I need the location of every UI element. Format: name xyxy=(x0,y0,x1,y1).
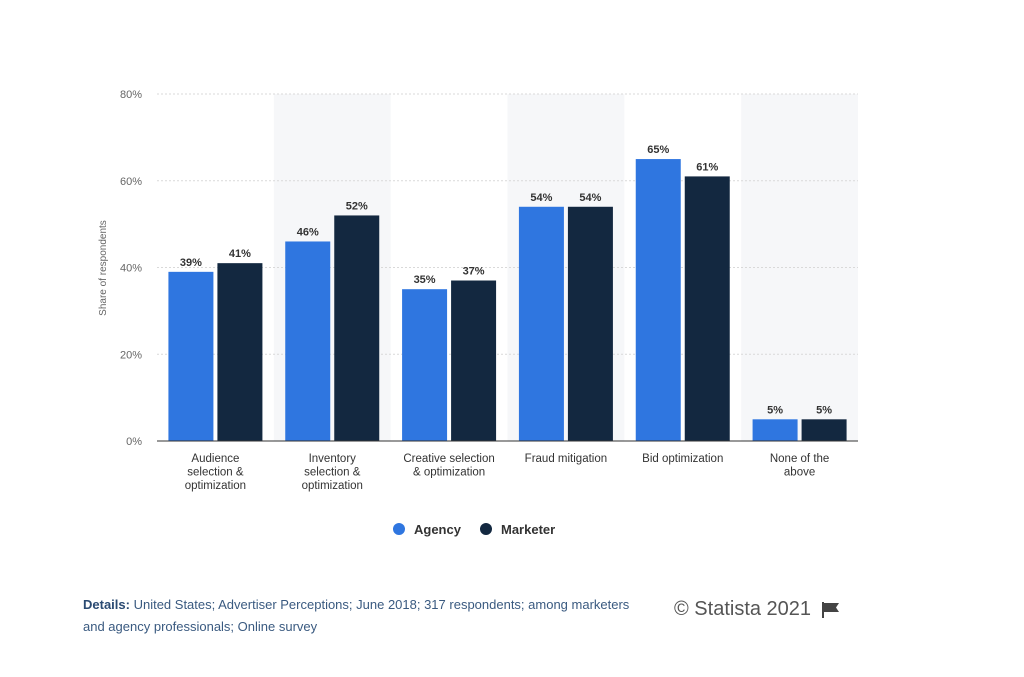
legend-label-agency[interactable]: Agency xyxy=(414,522,462,537)
data-label: 54% xyxy=(530,192,552,204)
bar-marketer[interactable] xyxy=(684,176,730,441)
data-label: 65% xyxy=(647,144,669,156)
details-text: United States; Advertiser Perceptions; J… xyxy=(83,597,630,634)
legend: Agency Marketer xyxy=(393,522,555,537)
copyright-text: © Statista 2021 xyxy=(674,598,812,620)
y-tick-label: 60% xyxy=(120,176,142,188)
y-tick-label: 80% xyxy=(120,89,142,101)
legend-marker-marketer[interactable] xyxy=(480,523,492,535)
y-tick-label: 20% xyxy=(120,349,142,361)
legend-marker-agency[interactable] xyxy=(393,523,405,535)
bar-agency[interactable] xyxy=(168,271,214,441)
bar-agency[interactable] xyxy=(285,241,331,441)
data-label: 5% xyxy=(816,404,832,416)
y-axis-ticks: 0% 20% 40% 60% 80% xyxy=(120,89,142,448)
category-label: Bid optimization xyxy=(642,453,723,465)
category-label: Fraud mitigation xyxy=(525,453,607,465)
data-label: 46% xyxy=(297,226,319,238)
bar-marketer[interactable] xyxy=(567,206,613,441)
flag-icon[interactable] xyxy=(821,601,841,619)
gridlines xyxy=(157,93,858,355)
data-label: 61% xyxy=(696,161,718,173)
data-label: 5% xyxy=(767,404,783,416)
bar-marketer[interactable] xyxy=(217,263,263,441)
category-label: Creative selection & optimization xyxy=(403,453,494,479)
bar-agency[interactable] xyxy=(518,206,564,441)
legend-label-marketer[interactable]: Marketer xyxy=(501,522,555,537)
data-label: 37% xyxy=(463,266,485,278)
bar-marketer[interactable] xyxy=(451,280,497,441)
data-label: 52% xyxy=(346,200,368,212)
category-label: Audience selection & optimization xyxy=(185,453,246,492)
details-note: Details: United States; Advertiser Perce… xyxy=(83,594,643,638)
details-label: Details: xyxy=(83,597,130,612)
bar-agency[interactable] xyxy=(635,159,681,441)
y-axis-label: Share of respondents xyxy=(98,220,109,316)
data-label: 41% xyxy=(229,248,251,260)
bar-agency[interactable] xyxy=(752,419,798,441)
data-label: 35% xyxy=(414,274,436,286)
copyright: © Statista 2021 xyxy=(674,598,841,621)
y-tick-label: 40% xyxy=(120,263,142,275)
bar-marketer[interactable] xyxy=(334,215,380,441)
y-tick-label: 0% xyxy=(126,436,142,448)
data-label: 54% xyxy=(579,192,601,204)
category-labels: Audience selection & optimization Inventory… xyxy=(185,453,830,492)
category-label: Inventory selection & optimization xyxy=(302,453,363,492)
bar-chart: 0% 20% 40% 60% 80% Share of respondents 39% 4… xyxy=(98,89,858,537)
bar-marketer[interactable] xyxy=(801,419,847,441)
data-label: 39% xyxy=(180,257,202,269)
bar-agency[interactable] xyxy=(402,289,448,441)
category-label: None of the above xyxy=(770,453,829,479)
bars: 39% 41% 46% 52% 35% 37% 54% 54% 65% 61% 5% 5% xyxy=(168,144,847,441)
